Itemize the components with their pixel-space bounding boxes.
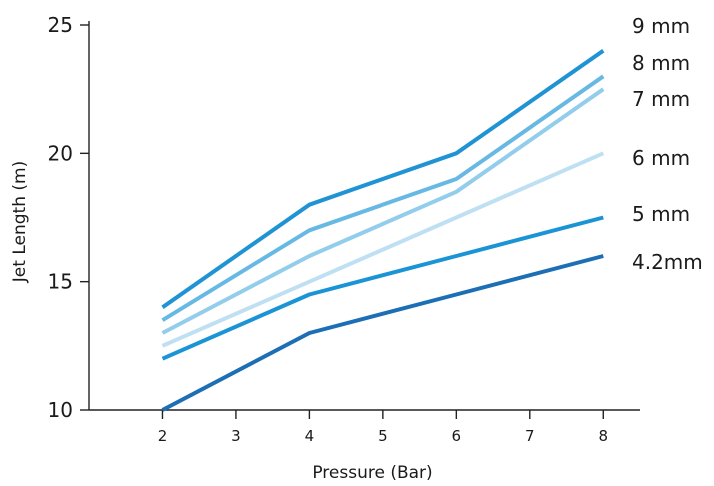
series-labels: 9 mm 8 mm 7 mm 6 mm 5 mm 4.2mm [632, 14, 703, 274]
series-line [161, 215, 604, 361]
y-tick-label: 25 [48, 13, 73, 37]
series-line [161, 151, 605, 348]
x-tick-label: 3 [231, 427, 241, 445]
series-label: 4.2mm [632, 250, 703, 274]
y-tick-label: 20 [48, 141, 73, 165]
series-label: 9 mm [632, 14, 690, 38]
series-label: 8 mm [632, 51, 690, 75]
series-label: 7 mm [632, 87, 690, 111]
x-axis-title: Pressure (Bar) [312, 463, 432, 483]
x-tick-label: 8 [598, 427, 608, 445]
series-lines [161, 49, 605, 412]
x-tick-label: 7 [525, 427, 535, 445]
y-axis-title: Jet Length (m) [10, 161, 30, 283]
x-tick-label: 4 [305, 427, 315, 445]
y-tick-label: 10 [48, 398, 73, 422]
axes: 10 15 20 25 2 3 4 5 6 7 8 [48, 13, 640, 445]
y-tick-label: 15 [48, 270, 73, 294]
series-line [161, 74, 605, 322]
x-tick-label: 5 [378, 427, 388, 445]
x-tick-label: 2 [158, 427, 168, 445]
series-line [161, 87, 605, 335]
x-tick-label: 6 [452, 427, 462, 445]
series-label: 5 mm [632, 202, 690, 226]
series-label: 6 mm [632, 146, 690, 170]
series-line [161, 49, 605, 309]
series-line [161, 254, 604, 412]
